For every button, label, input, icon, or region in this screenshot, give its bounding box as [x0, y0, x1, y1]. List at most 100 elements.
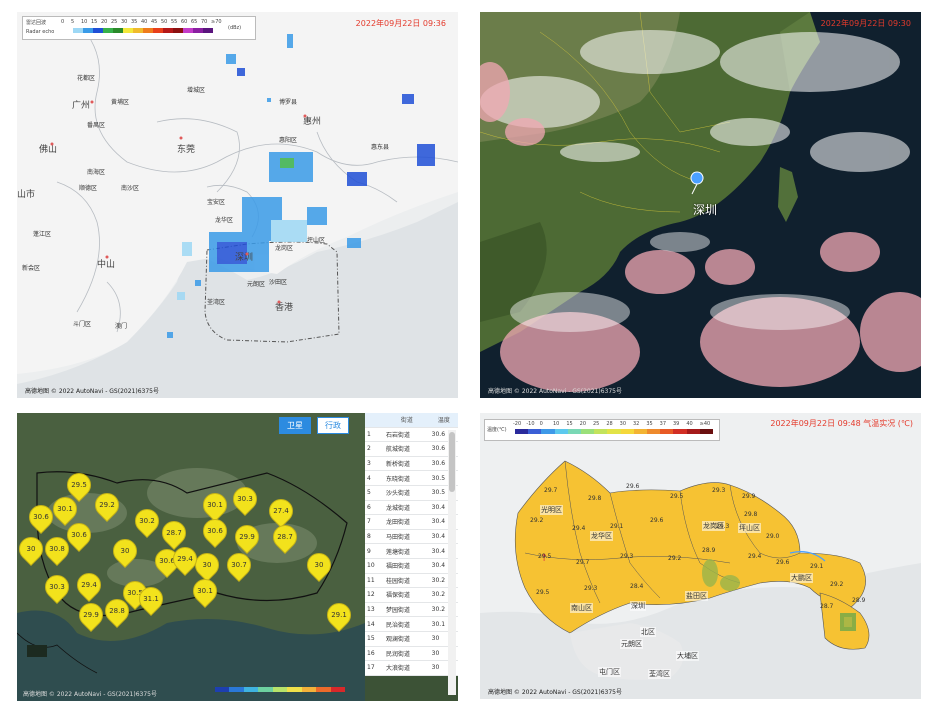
- temperature-marker-value: 29.4: [81, 581, 97, 589]
- ramp-swatch: [73, 28, 83, 33]
- district-label: 大埔区: [676, 651, 699, 661]
- ramp-swatch: [133, 28, 143, 33]
- ranking-row[interactable]: 11 桂园街道 30.2: [365, 573, 458, 589]
- temperature-value-label: 29.2: [830, 581, 844, 588]
- toggle-admin-button[interactable]: 行政: [317, 417, 349, 434]
- ramp-swatch: [163, 28, 173, 33]
- ranking-row[interactable]: 14 民治街道 30.1: [365, 616, 458, 632]
- ranking-row[interactable]: 13 梦园街道 30.2: [365, 602, 458, 618]
- ranking-scrollbar-thumb[interactable]: [449, 432, 455, 492]
- temperature-marker-value: 30.3: [49, 583, 65, 591]
- ranking-street-cell: 龙城街道: [383, 500, 430, 516]
- radar-timestamp: 2022年09月22日 09:36: [355, 19, 446, 28]
- ranking-row[interactable]: 4 东晓街道 30.5: [365, 470, 458, 486]
- district-label: 元朗区: [620, 639, 643, 649]
- ramp-swatch: [567, 429, 582, 434]
- ranking-street-cell: 桂园街道: [383, 573, 430, 589]
- ramp-swatch: [330, 687, 345, 692]
- temperature-marker-value: 29.5: [71, 481, 87, 489]
- svg-text:南沙区: 南沙区: [121, 184, 139, 192]
- svg-text:顺德区: 顺德区: [79, 184, 97, 192]
- temperature-live-title: 2022年09月22日 09:48 气温实况 (℃): [770, 419, 913, 428]
- legend-value: 60: [181, 19, 188, 25]
- legend-value: ≥40: [699, 421, 711, 427]
- ranking-row[interactable]: 7 龙田街道 30.4: [365, 514, 458, 530]
- ramp-swatch: [229, 687, 244, 692]
- svg-text:南海区: 南海区: [87, 168, 105, 176]
- legend-value: 35: [646, 421, 653, 427]
- satellite-map-canvas: [480, 12, 921, 392]
- ranking-rank-cell: 14: [365, 616, 384, 632]
- ramp-swatch: [316, 687, 331, 692]
- ranking-street-cell: 梦园街道: [383, 602, 430, 618]
- radar-legend-title: 雷达回波: [26, 20, 47, 26]
- temperature-value-label: 29.3: [712, 487, 726, 494]
- svg-text:花都区: 花都区: [77, 74, 95, 82]
- temperature-value-label: 29.3: [584, 585, 598, 592]
- ranking-row[interactable]: 2 航城街道 30.6: [365, 441, 458, 457]
- legend-value: 35: [131, 19, 138, 25]
- svg-text:佛山: 佛山: [39, 143, 57, 155]
- legend-value: 65: [191, 19, 198, 25]
- temperature-live-color-ramp: [515, 429, 714, 434]
- svg-text:元朗区: 元朗区: [247, 280, 265, 288]
- district-label: 龙岗区: [702, 521, 725, 531]
- ranking-row[interactable]: 10 福田街道 30.4: [365, 558, 458, 574]
- temperature-marker-value: 27.4: [273, 507, 289, 515]
- satellite-map-panel[interactable]: 深圳 2022年09月22日 09:30 高德地图 © 2022 AutoNav…: [480, 12, 921, 398]
- ranking-row[interactable]: 6 龙城街道 30.4: [365, 500, 458, 516]
- legend-value: 5: [71, 19, 75, 25]
- ranking-rank-cell: 17: [365, 660, 384, 676]
- temperature-value-label: 28.4: [630, 583, 644, 590]
- ranking-row[interactable]: 16 民润街道 30: [365, 646, 458, 662]
- legend-value: 25: [111, 19, 118, 25]
- ranking-street-cell: 石岩街道: [383, 427, 430, 443]
- temperature-value-label: 29.6: [776, 559, 790, 566]
- ranking-row[interactable]: 8 马田街道 30.4: [365, 529, 458, 545]
- temp-column-header: 温度: [429, 413, 458, 428]
- ranking-street-cell: 马田街道: [383, 529, 430, 545]
- toggle-satellite-button[interactable]: 卫星: [279, 417, 311, 434]
- legend-value: 0: [539, 421, 543, 427]
- ramp-swatch: [193, 28, 203, 33]
- legend-value: ≥70: [211, 19, 222, 25]
- legend-value: 40: [141, 19, 148, 25]
- ramp-swatch: [83, 28, 93, 33]
- radar-map-panel[interactable]: 花都区 广州 增城区 博罗县 惠州 黄埔区 番禺区 佛山 东莞 惠阳区 惠东县 …: [17, 12, 458, 398]
- temperature-value-label: 29.2: [668, 555, 682, 562]
- legend-value: 70: [201, 19, 208, 25]
- ranking-rank-cell: 13: [365, 602, 384, 618]
- temperature-live-panel[interactable]: ↑ 温度(℃) -20 -10 0 10 15 20 25 28 30 32 35 37 39 40 ≥40…: [480, 413, 921, 699]
- street-column-header: 街道: [383, 413, 430, 428]
- ranking-row[interactable]: 3 新桥街道 30.6: [365, 456, 458, 472]
- radar-legend-unit: (dBz): [228, 25, 242, 31]
- ranking-rank-cell: 9: [365, 543, 384, 559]
- ranking-row[interactable]: 1 石岩街道 30.6: [365, 427, 458, 443]
- ramp-swatch: [528, 429, 542, 434]
- temperature-value-label: 29.7: [544, 487, 558, 494]
- ranking-row[interactable]: 17 大浪街道 30: [365, 660, 458, 676]
- ranking-row[interactable]: 5 沙头街道 30.5: [365, 485, 458, 501]
- district-label: 屯门区: [598, 667, 621, 677]
- ramp-swatch: [287, 687, 302, 692]
- svg-text:惠东县: 惠东县: [371, 143, 389, 151]
- ranking-row[interactable]: 15 观澜街道 30: [365, 631, 458, 647]
- svg-text:广州: 广州: [72, 99, 90, 111]
- temperature-value-label: 29.4: [572, 525, 586, 532]
- district-label: 坪山区: [738, 523, 761, 533]
- ramp-swatch: [183, 28, 193, 33]
- ranking-street-cell: 莲塘街道: [383, 543, 430, 559]
- temperature-value-label: 29.5: [538, 553, 552, 560]
- temperature-marker-value: 30.8: [49, 545, 65, 553]
- street-temperature-ranking: 街道 温度 1 石岩街道 30.6 2 航城街道 30.6 3 新桥街道 30.6 4 东晓街道 30…: [365, 413, 458, 676]
- district-label: 大鹏区: [790, 573, 813, 583]
- ranking-row[interactable]: 12 福保街道 30.2: [365, 587, 458, 603]
- temperature-marker-value: 29.2: [99, 501, 115, 509]
- ranking-row[interactable]: 9 莲塘街道 30.4: [365, 543, 458, 559]
- temperature-value-label: 28.7: [820, 603, 834, 610]
- ranking-street-cell: 大浪街道: [383, 660, 430, 676]
- temperature-marker-value: 30.3: [237, 495, 253, 503]
- ranking-scrollbar[interactable]: [448, 430, 456, 695]
- ranking-street-cell: 龙田街道: [383, 514, 430, 530]
- temperature-marker-value: 30.6: [71, 531, 87, 539]
